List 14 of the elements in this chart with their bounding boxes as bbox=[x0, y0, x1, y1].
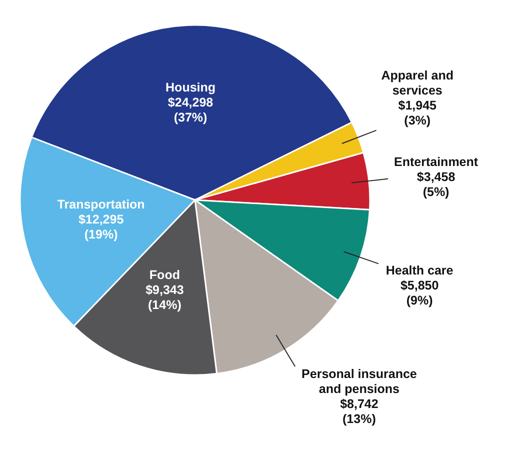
data-label: $1,945 (3%) bbox=[398, 98, 437, 128]
data-label: $12,295 (19%) bbox=[78, 212, 124, 242]
slice-label: Personal insurance and pensions bbox=[302, 366, 417, 396]
data-label: $24,298 (37%) bbox=[168, 95, 214, 124]
slice-label: Food bbox=[149, 268, 180, 282]
slice-label: Housing bbox=[166, 80, 216, 94]
data-label: $9,343 (14%) bbox=[146, 282, 184, 312]
data-label: $8,742 (13%) bbox=[340, 396, 378, 426]
slice-label: Transportation bbox=[57, 197, 145, 212]
data-label: $5,850 (9%) bbox=[400, 278, 439, 308]
slice-label: Entertainment bbox=[394, 155, 479, 170]
data-label: $3,458 (5%) bbox=[416, 170, 456, 200]
slice-label: Health care bbox=[386, 263, 454, 278]
slice-label: Apparel and services bbox=[381, 68, 454, 98]
